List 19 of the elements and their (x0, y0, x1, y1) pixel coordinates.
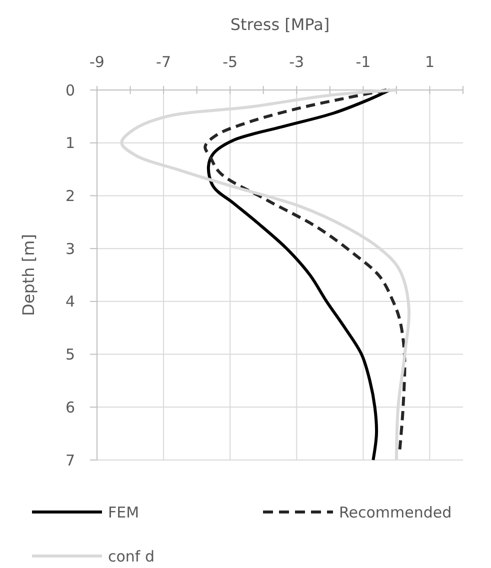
y-tick-label: 3 (65, 240, 75, 258)
x-tick-label: -9 (90, 53, 104, 71)
x-tick-label: -3 (289, 53, 304, 71)
legend-label: Recommended (339, 503, 452, 522)
y-axis-title: Depth [m] (19, 234, 38, 316)
x-tick-label: -1 (356, 53, 371, 71)
y-tick-label: 4 (65, 292, 75, 311)
y-tick-label: 7 (65, 451, 75, 470)
x-tick-label: -5 (222, 53, 238, 71)
legend-label: conf d (108, 547, 155, 566)
y-tick-label: 1 (65, 134, 75, 152)
x-axis-title: Stress [MPa] (230, 15, 330, 34)
x-tick-label: -7 (156, 53, 172, 71)
y-tick-label: 6 (65, 398, 75, 416)
legend-label: FEM (108, 503, 140, 522)
y-tick-label: 2 (65, 186, 75, 205)
y-tick-label: 0 (65, 81, 75, 100)
x-tick-label: 1 (424, 53, 434, 71)
y-tick-label: 5 (65, 346, 75, 364)
